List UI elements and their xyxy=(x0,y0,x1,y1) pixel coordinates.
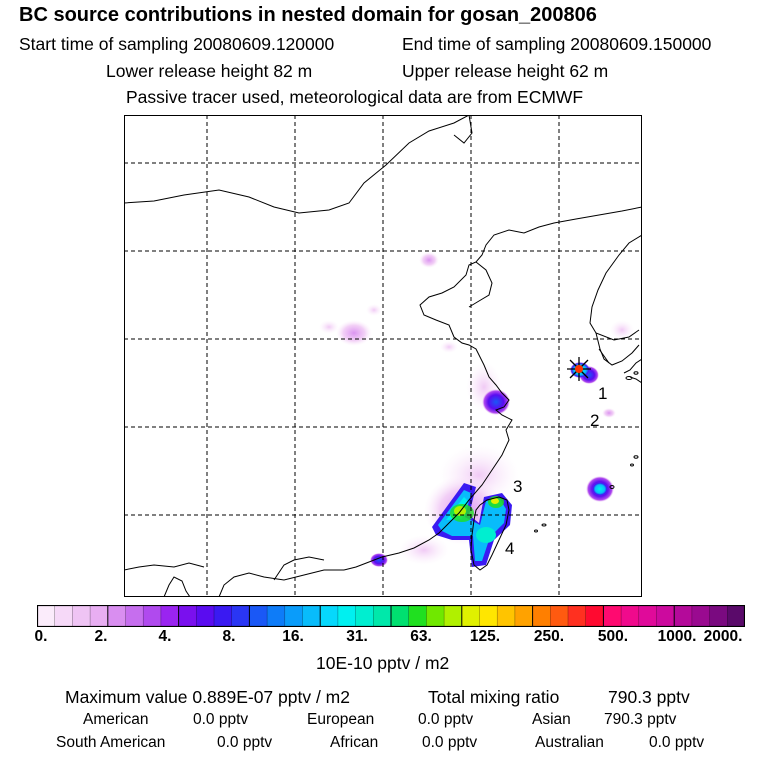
colorbar-cell xyxy=(638,605,657,627)
colorbar-tick-label: 500. xyxy=(597,628,629,645)
region-label-2: 2 xyxy=(590,411,599,430)
colorbar-cell xyxy=(302,605,321,627)
south-american-value: 0.0 pptv xyxy=(217,734,273,751)
asian-value: 790.3 pptv xyxy=(604,711,677,728)
colorbar-cell xyxy=(550,605,569,627)
coastlines xyxy=(124,115,642,597)
colorbar-cell xyxy=(196,605,215,627)
colorbar-cell xyxy=(727,605,745,627)
receptor-marker xyxy=(567,357,591,381)
colorbar-cell xyxy=(320,605,339,627)
colorbar-cell xyxy=(656,605,675,627)
european-value: 0.0 pptv xyxy=(418,711,474,728)
european-label: European xyxy=(307,711,375,728)
region-label-3: 3 xyxy=(513,477,522,496)
lower-release-height: Lower release height 82 m xyxy=(106,61,313,81)
colorbar-tick-label: 31. xyxy=(346,628,368,645)
colorbar-cell xyxy=(160,605,179,627)
colorbar-tick-label: 63. xyxy=(410,628,432,645)
concentration-field xyxy=(319,252,634,567)
colorbar-tick-label: 2000. xyxy=(703,628,743,645)
colorbar-cell xyxy=(621,605,640,627)
colorbar xyxy=(37,605,745,627)
colorbar-cell xyxy=(514,605,533,627)
colorbar-cell xyxy=(214,605,233,627)
colorbar-tick-label: 16. xyxy=(282,628,304,645)
colorbar-cell xyxy=(373,605,392,627)
colorbar-cell xyxy=(267,605,286,627)
colorbar-cell xyxy=(72,605,91,627)
american-value: 0.0 pptv xyxy=(193,711,249,728)
colorbar-cell xyxy=(337,605,356,627)
colorbar-cell xyxy=(355,605,374,627)
colorbar-tick-label: 4. xyxy=(158,628,172,645)
colorbar-cell xyxy=(143,605,162,627)
asian-label: Asian xyxy=(532,711,571,728)
colorbar-tick-label: 1000. xyxy=(657,628,697,645)
total-mixing-ratio-label: Total mixing ratio xyxy=(428,687,560,707)
plot-title: BC source contributions in nested domain… xyxy=(19,4,597,26)
colorbar-cell xyxy=(231,605,250,627)
colorbar-cell xyxy=(603,605,622,627)
colorbar-tick-label: 0. xyxy=(34,628,48,645)
african-label: African xyxy=(330,734,379,751)
colorbar-cell xyxy=(674,605,693,627)
colorbar-cell xyxy=(709,605,728,627)
upper-release-height: Upper release height 62 m xyxy=(402,61,609,81)
colorbar-cell xyxy=(125,605,144,627)
graticule xyxy=(124,115,642,597)
colorbar-cell xyxy=(391,605,410,627)
islands xyxy=(534,371,639,533)
colorbar-tick-label: 125. xyxy=(469,628,501,645)
australian-value: 0.0 pptv xyxy=(649,734,705,751)
south-american-label: South American xyxy=(56,734,166,751)
end-time: End time of sampling 20080609.150000 xyxy=(402,34,712,54)
african-value: 0.0 pptv xyxy=(422,734,478,751)
source-contribution-map: 1 2 3 4 xyxy=(124,115,642,597)
colorbar-cell xyxy=(178,605,197,627)
colorbar-tick-label: 2. xyxy=(94,628,108,645)
colorbar-cell xyxy=(408,605,427,627)
colorbar-cell xyxy=(479,605,498,627)
total-mixing-ratio-value: 790.3 pptv xyxy=(608,687,690,707)
colorbar-cell xyxy=(497,605,516,627)
colorbar-units: 10E-10 pptv / m2 xyxy=(316,653,450,673)
colorbar-cell xyxy=(532,605,551,627)
colorbar-cell xyxy=(461,605,480,627)
american-label: American xyxy=(83,711,149,728)
tracer-note: Passive tracer used, meteorological data… xyxy=(126,87,584,107)
maximum-value: Maximum value 0.889E-07 pptv / m2 xyxy=(65,687,350,707)
colorbar-cell xyxy=(691,605,710,627)
colorbar-cell xyxy=(54,605,73,627)
region-label-1: 1 xyxy=(598,384,607,403)
colorbar-tick-label: 250. xyxy=(533,628,565,645)
colorbar-cell xyxy=(37,605,56,627)
colorbar-cell xyxy=(444,605,463,627)
start-time: Start time of sampling 20080609.120000 xyxy=(19,34,335,54)
colorbar-cell xyxy=(585,605,604,627)
colorbar-cell xyxy=(107,605,126,627)
region-label-4: 4 xyxy=(505,539,514,558)
colorbar-cell xyxy=(568,605,587,627)
colorbar-cell xyxy=(249,605,268,627)
colorbar-cell xyxy=(284,605,303,627)
colorbar-cell xyxy=(426,605,445,627)
australian-label: Australian xyxy=(535,734,604,751)
colorbar-cell xyxy=(90,605,109,627)
colorbar-tick-label: 8. xyxy=(222,628,236,645)
